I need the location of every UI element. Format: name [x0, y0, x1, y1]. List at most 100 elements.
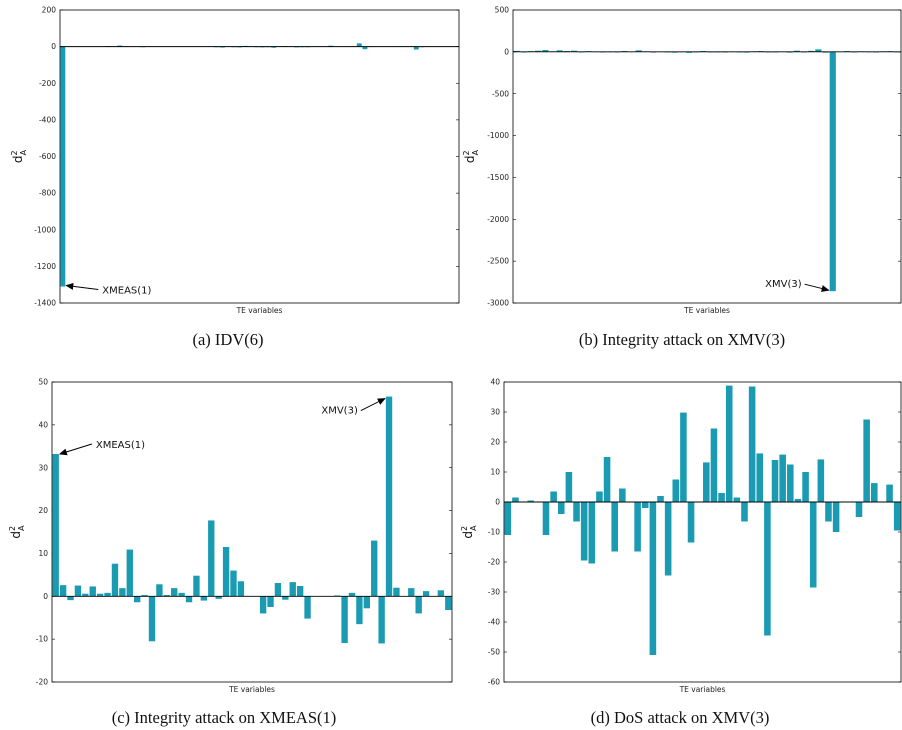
bar [271, 46, 277, 48]
bar [741, 502, 748, 522]
bar [886, 484, 893, 502]
y-tick-label: -30 [488, 588, 500, 597]
bar [208, 520, 215, 597]
bar [808, 50, 815, 52]
caption-d: (d) DoS attack on XMV(3) [591, 708, 770, 727]
chart-b: 500 0 -500 -1000 -1500 -2000 -2500 -3000 TE vari… [462, 6, 902, 315]
y-tick-label: -60 [488, 678, 500, 687]
bar [117, 45, 123, 47]
bar [603, 457, 611, 502]
bar [570, 50, 578, 52]
y-axis-label: d2A [8, 525, 26, 539]
bar [362, 46, 368, 50]
y-tick-label: 40 [38, 420, 48, 429]
bar [104, 592, 111, 597]
y-tick-label: -2500 [487, 257, 509, 266]
bar [787, 464, 794, 502]
bar [59, 585, 67, 597]
x-axis-label: TE variables [683, 306, 730, 315]
bar [267, 596, 274, 607]
y-axis-label: d2A [462, 149, 480, 163]
bar [422, 591, 430, 597]
bar [855, 502, 863, 517]
bar [296, 586, 304, 597]
bar [259, 596, 267, 614]
bar [178, 592, 185, 597]
bar [328, 45, 334, 47]
y-tick-label: -600 [39, 152, 56, 161]
y-tick-label: 0 [504, 47, 509, 56]
y-tick-label: -1000 [487, 131, 509, 140]
bar [685, 51, 693, 53]
bar [74, 585, 82, 597]
bar [304, 596, 311, 619]
y-tick-label: 30 [490, 408, 500, 417]
bar [771, 460, 779, 502]
y-tick-label: -40 [488, 618, 500, 627]
bar [657, 496, 664, 502]
bar [385, 396, 393, 597]
bar [408, 588, 415, 597]
bar [779, 454, 786, 502]
y-tick-label: 30 [38, 463, 48, 472]
y-tick-label: 10 [38, 549, 48, 558]
bar [341, 596, 348, 643]
y-tick-label: -800 [39, 189, 56, 198]
y-axis-label: d2A [10, 149, 28, 163]
caption-b: (b) Integrity attack on XMV(3) [579, 330, 785, 349]
bar [356, 596, 363, 625]
bar [415, 596, 422, 614]
bar [802, 472, 809, 502]
bar [863, 419, 870, 502]
bar [680, 412, 687, 502]
annotation-label: XMEAS(1) [96, 440, 145, 451]
bar [378, 596, 385, 644]
caption-c: (c) Integrity attack on XMEAS(1) [112, 708, 337, 727]
bar [141, 595, 148, 597]
y-tick-label: -1500 [487, 173, 509, 182]
chart-c: 50 40 30 20 10 0 -10 -20 TE variables d2A XMEAS(1)… [8, 378, 453, 694]
y-tick-label: 50 [38, 378, 48, 387]
bar [703, 462, 710, 502]
bar [89, 586, 96, 597]
bar [96, 593, 104, 597]
y-tick-label: -50 [488, 648, 500, 657]
bar [504, 502, 512, 535]
bar [200, 596, 208, 601]
bar [893, 502, 901, 531]
bar [356, 43, 362, 47]
bar [557, 502, 565, 514]
bar [794, 499, 802, 502]
annotation-arrow [58, 443, 93, 456]
bar [445, 596, 452, 610]
y-tick-label: -20 [488, 558, 500, 567]
y-tick-label: -3000 [487, 299, 509, 308]
bar [52, 454, 59, 597]
bar [710, 428, 718, 502]
bar [363, 596, 370, 609]
bar [756, 453, 764, 502]
bar [230, 570, 237, 597]
y-tick-label: 500 [495, 6, 510, 15]
y-tick-label: 200 [42, 6, 57, 15]
annotation-arrow [65, 282, 99, 291]
bar [649, 502, 657, 655]
bar [556, 50, 563, 52]
bar [611, 502, 618, 552]
bar [171, 588, 178, 597]
bar [664, 502, 672, 576]
annotation-label: XMEAS(1) [102, 286, 151, 297]
y-tick-label: -1000 [34, 225, 56, 234]
bar [809, 502, 817, 588]
bar [111, 563, 119, 597]
bar [437, 590, 445, 597]
annotation-arrow [360, 398, 386, 412]
y-tick-label: -500 [492, 89, 509, 98]
y-tick-label: 10 [490, 468, 500, 477]
bar [793, 50, 800, 52]
annotation-label: XMV(3) [765, 279, 802, 290]
bar [733, 497, 741, 502]
y-tick-label: 0 [43, 592, 48, 601]
chart-d: 40 30 20 10 0 -10 -20 -30 -40 -50 -60 TE variables d… [460, 378, 902, 694]
